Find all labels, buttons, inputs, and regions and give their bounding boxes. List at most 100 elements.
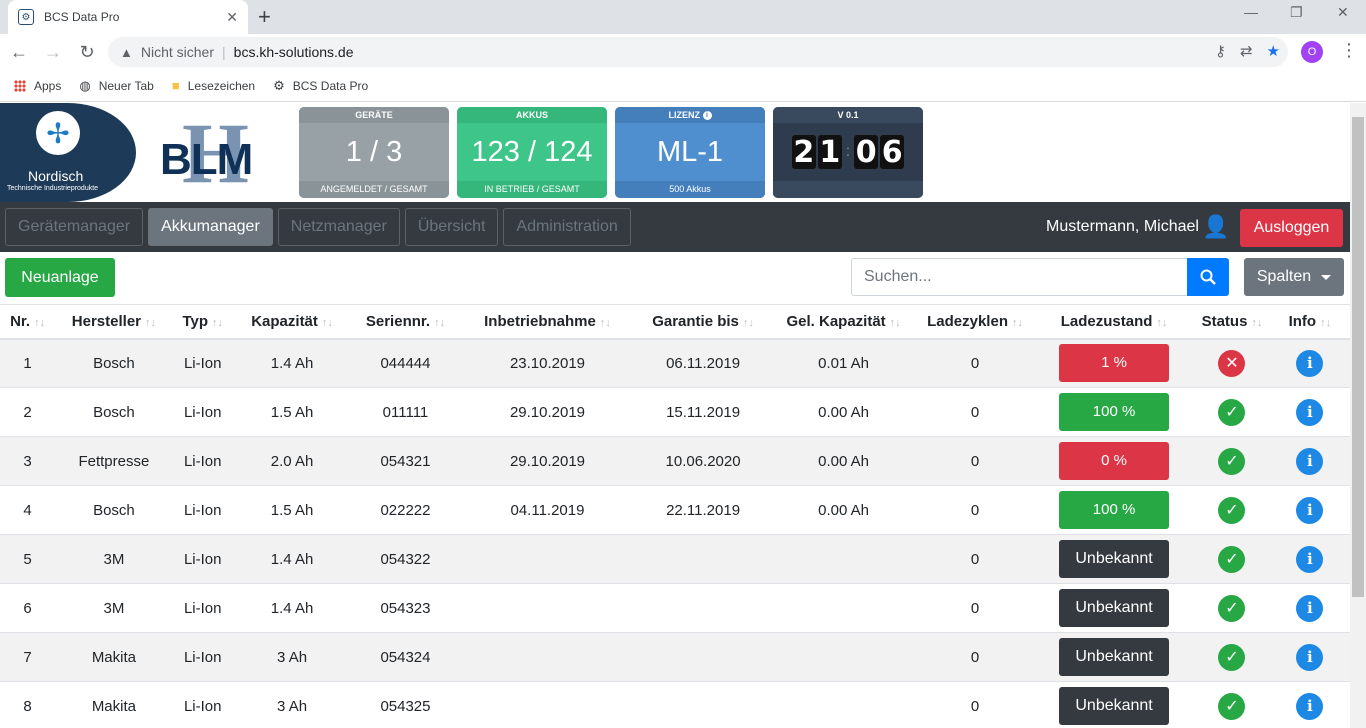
cell-hersteller: Makita <box>55 681 173 728</box>
card-lizenz: LIZENZ i ML-1 500 Akkus <box>615 107 765 198</box>
check-circle-icon: ✓ <box>1218 496 1246 524</box>
column-header[interactable]: Nr. ↑↓ <box>0 304 56 340</box>
sort-icon: ↑↓ <box>742 316 754 329</box>
column-header[interactable]: Gel. Kapazität ↑↓ <box>770 304 917 340</box>
charge-status-badge: 100 % <box>1059 491 1170 529</box>
column-header[interactable]: Kapazität ↑↓ <box>232 304 352 340</box>
cell-garantie <box>635 583 771 633</box>
cell-nr: 2 <box>0 387 56 437</box>
tab-title: BCS Data Pro <box>44 10 120 24</box>
browser-tabstrip: ⚙ BCS Data Pro ✕ + — ❐ ✕ <box>0 0 1366 34</box>
column-header[interactable]: Status ↑↓ <box>1194 304 1270 340</box>
browser-toolbar: ← → ↻ ▲ Nicht sicher | bcs.kh-solutions.… <box>0 34 1366 70</box>
window-close-icon[interactable]: ✕ <box>1337 4 1349 20</box>
table-row[interactable]: 8 Makita Li-Ion 3 Ah 054325 0 Unbekannt ✓ i <box>0 681 1350 728</box>
battery-table: Nr. ↑↓ Hersteller ↑↓ Typ ↑↓ Kapazität ↑↓ Serienn… <box>0 304 1350 728</box>
column-header[interactable]: Typ ↑↓ <box>172 304 233 340</box>
main-navbar: Gerätemanager Akkumanager Netzmanager Üb… <box>0 202 1350 252</box>
cell-hersteller: Bosch <box>55 387 173 437</box>
info-icon[interactable]: i <box>702 111 712 121</box>
tab-netzmanager[interactable]: Netzmanager <box>277 208 400 246</box>
sort-icon: ↑↓ <box>434 316 446 329</box>
column-header[interactable]: Seriennr. ↑↓ <box>351 304 460 340</box>
bookmark-neuer-tab[interactable]: ◍ Neuer Tab <box>79 77 154 93</box>
table-row[interactable]: 4 Bosch Li-Ion 1.5 Ah 022222 04.11.2019 22.11.… <box>0 485 1350 535</box>
tab-akkumanager[interactable]: Akkumanager <box>148 208 273 246</box>
globe-icon: ◍ <box>79 77 91 93</box>
bookmark-lesezeichen[interactable]: ■ Lesezeichen <box>171 78 256 93</box>
info-icon[interactable]: i <box>1296 398 1324 426</box>
close-tab-icon[interactable]: ✕ <box>226 8 238 25</box>
column-header[interactable]: Garantie bis ↑↓ <box>635 304 771 340</box>
info-icon[interactable]: i <box>1296 643 1324 671</box>
table-row[interactable]: 6 3M Li-Ion 1.4 Ah 054323 0 Unbekannt ✓ i <box>0 583 1350 633</box>
cell-typ: Li-Ion <box>172 583 233 633</box>
info-icon[interactable]: i <box>1296 692 1324 720</box>
bcs-favicon-icon: ⚙ <box>273 77 285 93</box>
info-icon[interactable]: i <box>1296 496 1324 524</box>
user-name: Mustermann, Michael <box>1046 218 1199 235</box>
check-circle-icon: ✓ <box>1218 643 1246 671</box>
table-row[interactable]: 1 Bosch Li-Ion 1.4 Ah 044444 23.10.2019 06.11.… <box>0 338 1350 388</box>
minimize-icon[interactable]: — <box>1244 4 1258 20</box>
user-settings-icon[interactable]: 👤 <box>1202 214 1230 239</box>
column-header[interactable]: Ladezustand ↑↓ <box>1033 304 1195 340</box>
key-icon[interactable]: ⚷ <box>1214 43 1226 60</box>
column-header[interactable]: Info ↑↓ <box>1269 304 1350 340</box>
profile-avatar[interactable]: O <box>1301 41 1323 63</box>
info-icon[interactable]: i <box>1296 545 1324 573</box>
cell-hersteller: Bosch <box>55 485 173 535</box>
tab-uebersicht[interactable]: Übersicht <box>404 208 499 246</box>
tab-administration[interactable]: Administration <box>503 208 631 246</box>
cell-zyklen: 0 <box>916 681 1034 728</box>
charge-status-badge: Unbekannt <box>1059 540 1170 578</box>
translate-icon[interactable]: ⇄ <box>1239 43 1253 60</box>
reload-icon[interactable]: ↻ <box>79 41 95 62</box>
table-row[interactable]: 5 3M Li-Ion 1.4 Ah 054322 0 Unbekannt ✓ i <box>0 534 1350 584</box>
cell-nr: 7 <box>0 632 56 682</box>
column-header[interactable]: Inbetriebnahme ↑↓ <box>459 304 636 340</box>
sort-icon: ↑↓ <box>145 316 157 329</box>
page-scrollbar[interactable] <box>1350 103 1366 728</box>
table-row[interactable]: 7 Makita Li-Ion 3 Ah 054324 0 Unbekannt ✓ i <box>0 632 1350 682</box>
info-icon[interactable]: i <box>1296 594 1324 622</box>
table-row[interactable]: 2 Bosch Li-Ion 1.5 Ah 011111 29.10.2019 15.11.… <box>0 387 1350 437</box>
back-icon[interactable]: ← <box>10 41 28 62</box>
search-button[interactable] <box>1187 258 1229 296</box>
menu-kebab-icon[interactable]: ⋮ <box>1340 40 1358 60</box>
cell-inbetrieb: 29.10.2019 <box>459 436 636 486</box>
cell-gel <box>770 632 917 682</box>
column-header[interactable]: Hersteller ↑↓ <box>55 304 173 340</box>
cell-typ: Li-Ion <box>172 485 233 535</box>
address-bar[interactable]: ▲ Nicht sicher | bcs.kh-solutions.de ⚷ ⇄… <box>108 37 1288 67</box>
cell-zyklen: 0 <box>916 534 1034 584</box>
cell-nr: 1 <box>0 338 56 388</box>
cell-nr: 5 <box>0 534 56 584</box>
forward-icon[interactable]: → <box>44 41 62 62</box>
column-header[interactable]: Ladezyklen ↑↓ <box>916 304 1034 340</box>
cell-gel: 0.01 Ah <box>770 338 917 388</box>
charge-status-badge: 1 % <box>1059 344 1170 383</box>
cell-inbetrieb: 23.10.2019 <box>459 338 636 388</box>
flip-clock: 2 1 : 0 6 <box>791 134 905 170</box>
charge-status-badge: Unbekannt <box>1059 687 1170 726</box>
new-tab-icon[interactable]: + <box>258 4 271 29</box>
browser-tab[interactable]: ⚙ BCS Data Pro ✕ <box>8 0 248 34</box>
sort-icon: ↑↓ <box>321 316 333 329</box>
info-icon[interactable]: i <box>1296 447 1324 475</box>
bookmarks-bar: Apps ◍ Neuer Tab ■ Lesezeichen ⚙ BCS Data P… <box>0 70 1366 102</box>
maximize-icon[interactable]: ❐ <box>1290 4 1303 20</box>
cell-typ: Li-Ion <box>172 632 233 682</box>
logout-button[interactable]: Ausloggen <box>1240 209 1343 247</box>
card-akkus: AKKUS 123 / 124 IN BETRIEB / GESAMT <box>457 107 607 198</box>
tab-geraetemanager[interactable]: Gerätemanager <box>5 208 144 246</box>
info-icon[interactable]: i <box>1296 349 1324 377</box>
new-entry-button[interactable]: Neuanlage <box>5 258 115 297</box>
star-icon[interactable]: ★ <box>1266 43 1280 60</box>
cell-kapazitaet: 1.4 Ah <box>232 338 352 388</box>
table-row[interactable]: 3 Fettpresse Li-Ion 2.0 Ah 054321 29.10.2019 1… <box>0 436 1350 486</box>
columns-dropdown[interactable]: Spalten <box>1244 258 1344 296</box>
bookmark-bcs[interactable]: ⚙ BCS Data Pro <box>273 77 369 93</box>
bookmark-apps[interactable]: Apps <box>14 79 61 93</box>
search-input[interactable]: Suchen... <box>851 258 1188 296</box>
